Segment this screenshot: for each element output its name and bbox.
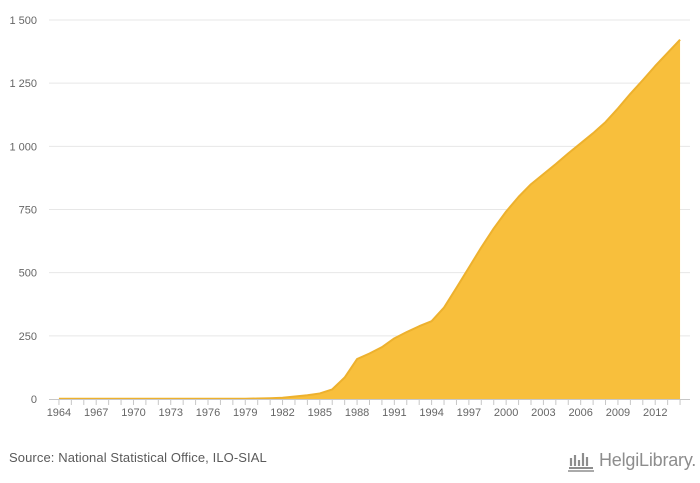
source-text: Source: National Statistical Office, ILO…: [9, 450, 267, 465]
y-tick-label: 500: [19, 268, 37, 280]
x-tick-label: 1964: [47, 407, 71, 419]
x-tick-label: 1988: [345, 407, 369, 419]
x-tick-label: 2003: [531, 407, 555, 419]
label-layer: 0 250 500 750 1 000 1 250 1 500 1964 1967 1970 197…: [9, 15, 667, 419]
x-tick-label: 1976: [196, 407, 220, 419]
x-tick-label: 1991: [382, 407, 406, 419]
chart: 0 250 500 750 1 000 1 250 1 500 1964 1967 1970 197…: [9, 15, 690, 419]
area-series-fill: [58, 39, 681, 400]
x-tick-label: 1970: [121, 407, 145, 419]
brand-logo: HelgiLibrary.: [566, 446, 696, 474]
series-layer: [58, 39, 681, 400]
x-tick-label: 2009: [606, 407, 630, 419]
x-tick-label: 1979: [233, 407, 257, 419]
y-tick-label: 750: [19, 205, 37, 217]
library-columns-icon: [568, 453, 594, 472]
x-tick-label: 1973: [158, 407, 182, 419]
x-tick-label: 2012: [643, 407, 667, 419]
x-tick-label: 2000: [494, 407, 518, 419]
y-tick-label: 1 500: [9, 15, 37, 27]
y-tick-label: 1 000: [9, 141, 37, 153]
x-tick-label: 1997: [457, 407, 481, 419]
x-tick-label: 1967: [84, 407, 108, 419]
x-tick-label: 1994: [419, 407, 443, 419]
axis-layer: [49, 399, 690, 405]
x-tick-label: 1985: [308, 407, 332, 419]
y-tick-label: 0: [31, 394, 37, 406]
brand-text: HelgiLibrary.: [599, 450, 697, 470]
area-series-line: [58, 39, 681, 400]
x-tick-label: 2006: [568, 407, 592, 419]
y-tick-label: 250: [19, 331, 37, 343]
x-tick-label: 1982: [270, 407, 294, 419]
y-tick-label: 1 250: [9, 78, 37, 90]
